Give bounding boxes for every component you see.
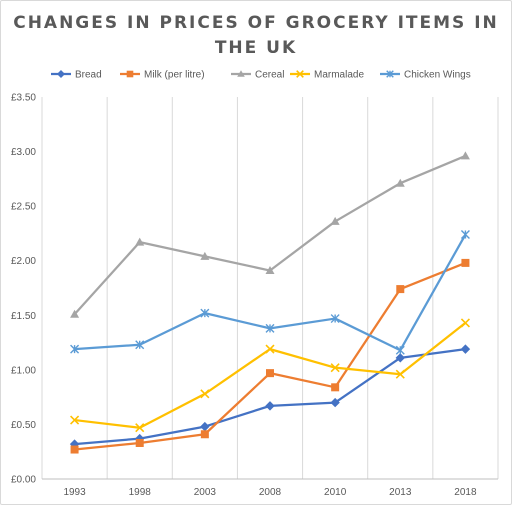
y-tick-label: £0.00 bbox=[11, 475, 36, 486]
x-tick-label: 2008 bbox=[259, 487, 282, 498]
data-point-marmalade bbox=[70, 415, 80, 425]
data-point-chicken-wings bbox=[265, 323, 275, 333]
series-cereal bbox=[70, 151, 470, 318]
data-point-cereal bbox=[330, 216, 340, 225]
x-tick-label: 2010 bbox=[324, 487, 347, 498]
data-point-marmalade bbox=[395, 369, 405, 379]
data-point-chicken-wings bbox=[200, 308, 210, 318]
y-tick-label: £2.00 bbox=[11, 256, 36, 267]
series-milk-per-litre bbox=[70, 258, 470, 454]
data-point-milk-per-litre bbox=[70, 445, 79, 454]
data-point-bread bbox=[265, 401, 275, 411]
data-point-milk-per-litre bbox=[461, 258, 470, 267]
data-point-bread bbox=[460, 344, 471, 354]
legend-item-marmalade: Marmalade bbox=[290, 70, 364, 81]
data-point-cereal bbox=[460, 151, 470, 160]
y-tick-label: £1.50 bbox=[11, 311, 36, 322]
gridlines bbox=[41, 97, 499, 480]
series-bread bbox=[69, 344, 471, 449]
x-tick-label: 2013 bbox=[389, 487, 412, 498]
legend-marker bbox=[56, 69, 66, 79]
data-point-milk-per-litre bbox=[135, 438, 144, 447]
data-point-chicken-wings bbox=[330, 314, 340, 324]
y-axis-ticks: £0.00 £0.50 £1.00 £1.50 £2.00 £2.50 £3.00 £3.50 bbox=[11, 93, 36, 486]
y-tick-label: £3.50 bbox=[11, 93, 36, 104]
legend-item-bread: Bread bbox=[51, 70, 102, 81]
legend-marker bbox=[296, 70, 304, 78]
data-point-marmalade bbox=[460, 318, 470, 328]
legend-marker bbox=[126, 70, 134, 78]
data-point-milk-per-litre bbox=[200, 430, 209, 439]
data-point-milk-per-litre bbox=[266, 369, 274, 378]
legend-marker bbox=[237, 70, 245, 77]
data-point-cereal bbox=[395, 178, 405, 187]
series-group bbox=[69, 151, 471, 454]
x-tick-label: 1998 bbox=[129, 487, 152, 498]
data-point-marmalade bbox=[330, 363, 340, 373]
series-chicken-wings bbox=[70, 230, 470, 355]
chart-title-line-2: THE UK bbox=[215, 38, 297, 58]
data-point-cereal bbox=[135, 237, 145, 246]
data-point-chicken-wings bbox=[460, 230, 470, 240]
legend: Bread Milk (per litre) Cereal Marmalade Chic… bbox=[51, 70, 471, 81]
legend-item-cereal: Cereal bbox=[231, 70, 284, 81]
x-tick-label: 2003 bbox=[194, 487, 217, 498]
chart-title-line-1: CHANGES IN PRICES OF GROCERY ITEMS IN bbox=[13, 13, 499, 33]
data-point-cereal bbox=[265, 266, 275, 275]
data-point-chicken-wings bbox=[70, 344, 80, 354]
y-tick-label: £2.50 bbox=[11, 202, 36, 213]
data-point-milk-per-litre bbox=[331, 383, 340, 392]
legend-label: Bread bbox=[75, 70, 102, 81]
legend-label: Cereal bbox=[255, 70, 284, 81]
data-point-bread bbox=[395, 353, 405, 363]
x-tick-label: 2018 bbox=[454, 487, 477, 498]
series-marmalade bbox=[70, 318, 470, 433]
y-tick-label: £0.50 bbox=[11, 420, 36, 431]
data-point-milk-per-litre bbox=[396, 285, 405, 294]
legend-item-milk-per-litre: Milk (per litre) bbox=[120, 70, 205, 81]
y-tick-label: £3.00 bbox=[11, 147, 36, 158]
legend-label: Milk (per litre) bbox=[144, 70, 205, 81]
data-point-chicken-wings bbox=[135, 340, 145, 350]
data-point-chicken-wings bbox=[395, 345, 405, 355]
data-point-cereal bbox=[70, 309, 80, 318]
legend-item-chicken-wings: Chicken Wings bbox=[380, 70, 471, 81]
x-tick-label: 1993 bbox=[63, 487, 86, 498]
data-point-marmalade bbox=[265, 344, 275, 354]
x-axis-ticks: 1993 1998 2003 2008 2010 2013 2018 bbox=[63, 487, 477, 498]
data-point-bread bbox=[200, 421, 210, 432]
y-tick-label: £1.00 bbox=[11, 365, 36, 376]
legend-label: Marmalade bbox=[314, 70, 364, 81]
legend-marker bbox=[386, 70, 394, 78]
series-line-bread bbox=[74, 348, 466, 446]
data-point-bread bbox=[330, 397, 340, 408]
data-point-cereal bbox=[200, 251, 210, 260]
series-line-cereal bbox=[73, 154, 466, 315]
data-point-marmalade bbox=[135, 423, 145, 433]
series-line-chicken-wings bbox=[74, 233, 467, 352]
legend-label: Chicken Wings bbox=[404, 70, 471, 81]
data-point-marmalade bbox=[200, 389, 210, 399]
